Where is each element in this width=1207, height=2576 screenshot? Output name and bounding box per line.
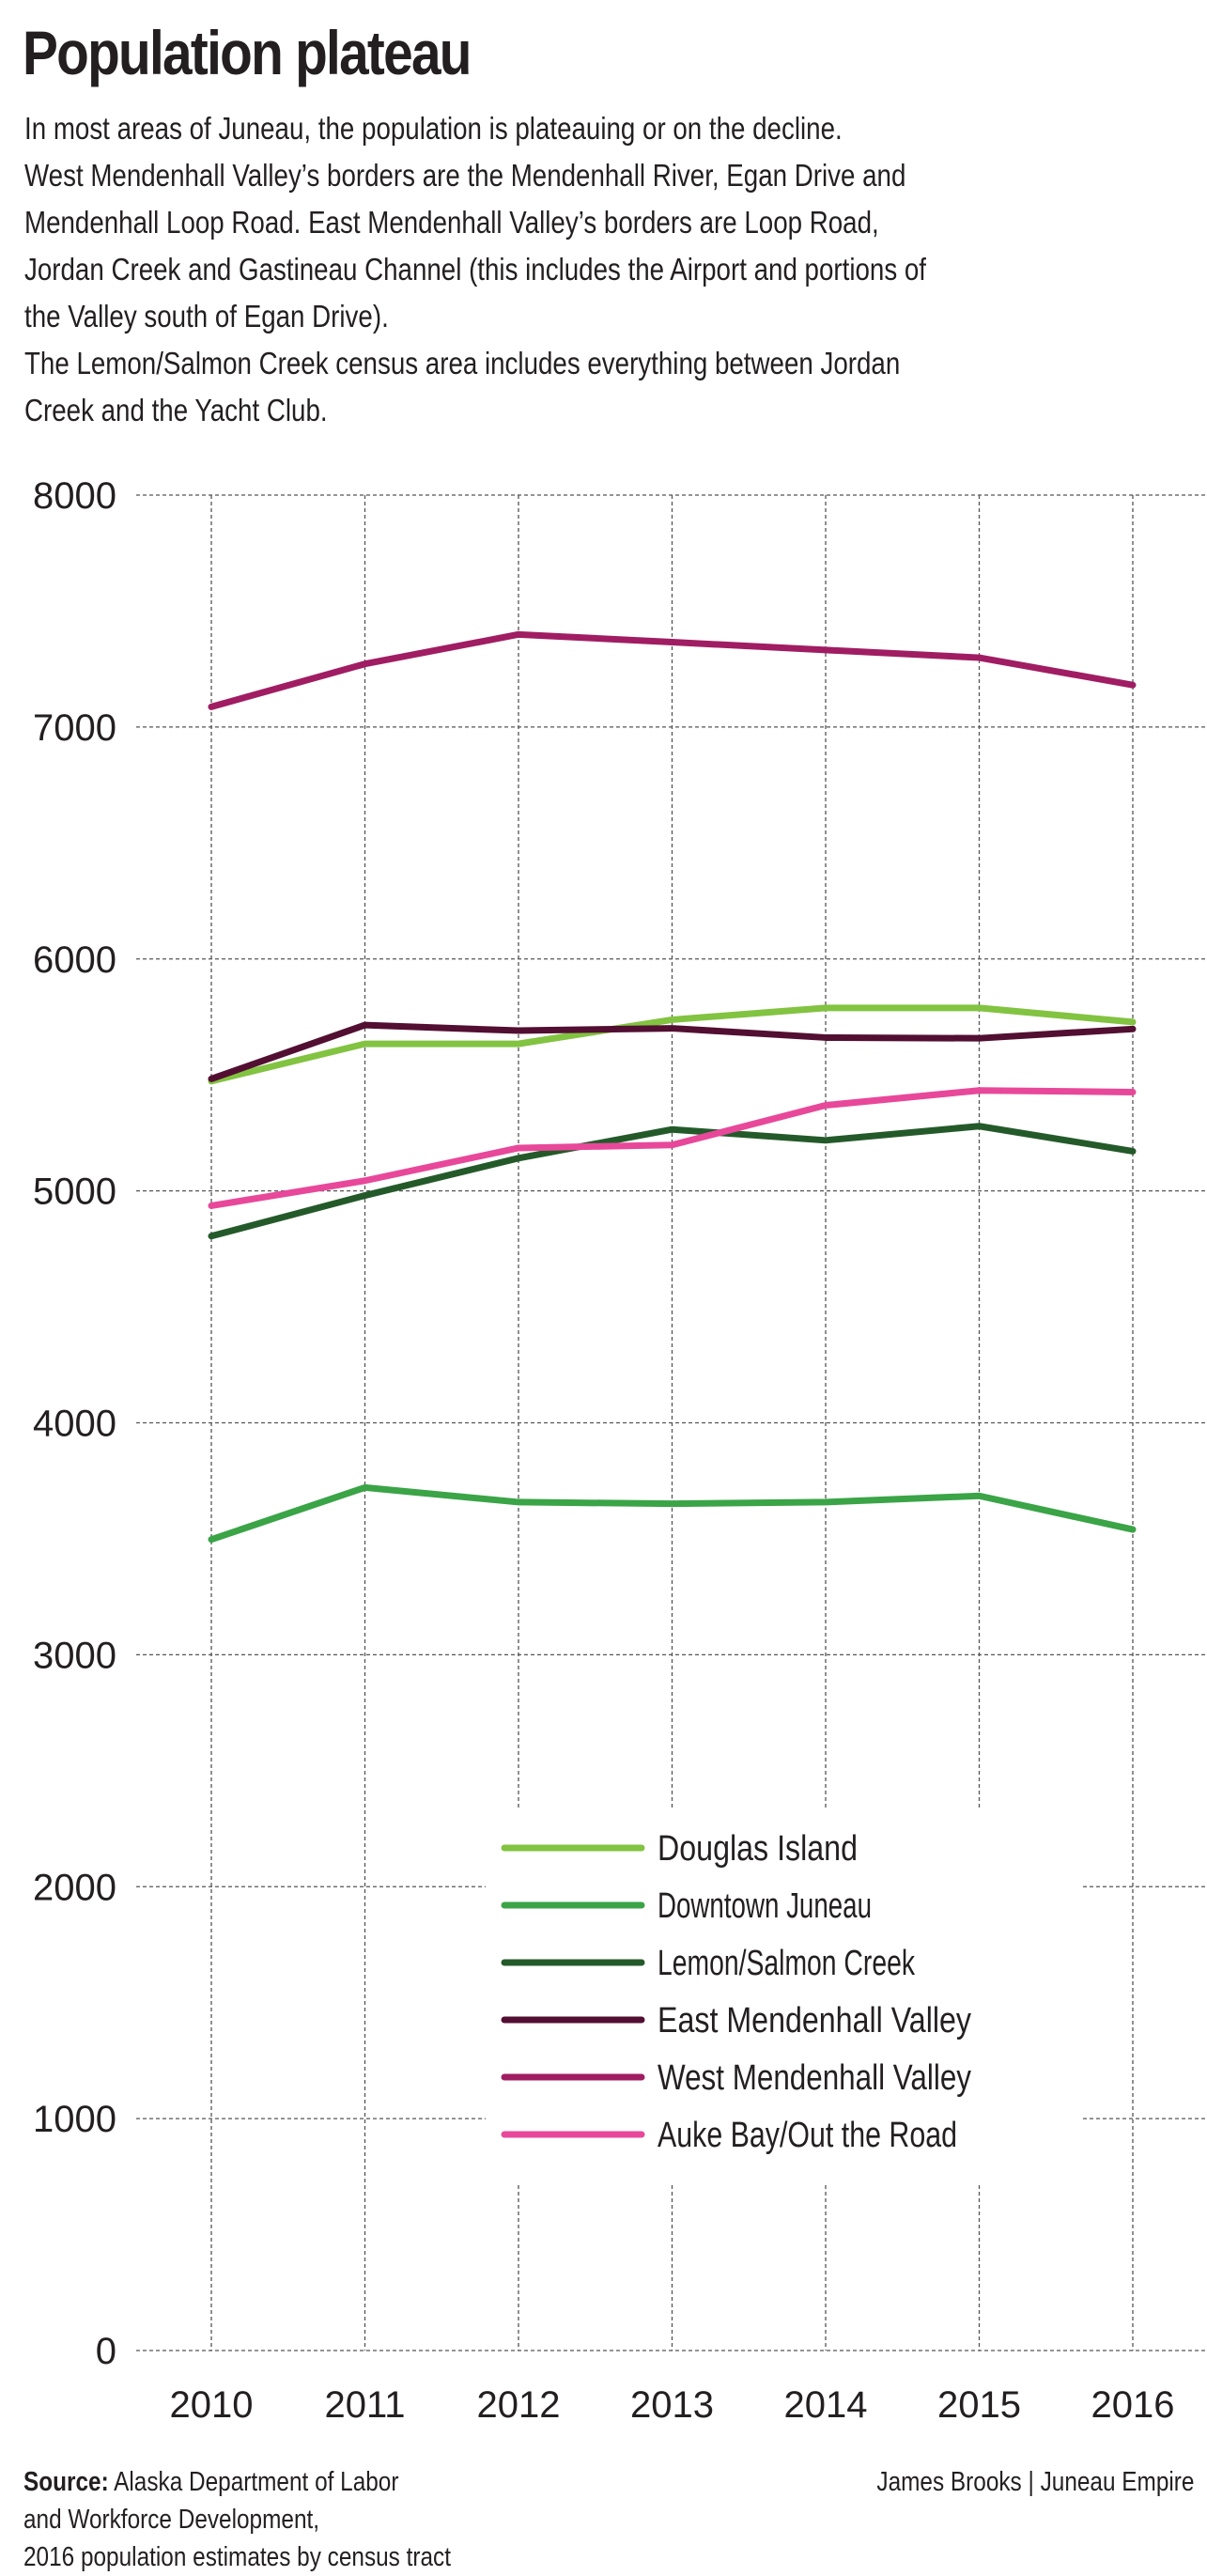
- legend-label: Auke Bay/Out the Road: [658, 2116, 957, 2155]
- series-line: [208, 630, 1137, 710]
- legend-label: Douglas Island: [658, 1829, 858, 1869]
- x-tick-label: 2015: [937, 2384, 1021, 2426]
- source-line: and Workforce Development,: [23, 2505, 320, 2535]
- x-tick-label: 2011: [324, 2384, 405, 2426]
- legend-label: West Mendenhall Valley: [658, 2058, 971, 2098]
- legend-box: [486, 1808, 1082, 2182]
- source-label: Source:: [23, 2467, 109, 2497]
- y-tick-label: 1000: [33, 2099, 116, 2140]
- y-tick-label: 7000: [33, 707, 116, 749]
- series-line: [208, 1123, 1137, 1240]
- legend-label: Downtown Juneau: [658, 1886, 872, 1926]
- x-tick-label: 2010: [170, 2384, 254, 2426]
- y-tick-label: 2000: [33, 1867, 116, 1908]
- y-tick-label: 4000: [33, 1404, 116, 1445]
- y-tick-label: 8000: [33, 475, 116, 517]
- y-tick-label: 6000: [33, 939, 116, 981]
- y-axis-ticks: 0 1000 2000 3000 4000 5000 6000 7000 8000: [33, 475, 116, 2372]
- credit: James Brooks | Juneau Empire: [875, 2467, 1194, 2497]
- intro-line: The Lemon/Salmon Creek census area inclu…: [24, 346, 901, 380]
- intro-line: the Valley south of Egan Drive).: [24, 299, 389, 334]
- series-line: [208, 1087, 1137, 1209]
- x-tick-label: 2012: [477, 2384, 561, 2426]
- y-tick-label: 3000: [33, 1635, 116, 1676]
- intro-line: Mendenhall Loop Road. East Mendenhall Va…: [24, 205, 879, 240]
- series-line: [208, 1004, 1137, 1085]
- series-line: [208, 1021, 1137, 1082]
- intro-line: In most areas of Juneau, the population …: [24, 111, 843, 146]
- intro-text: In most areas of Juneau, the population …: [24, 105, 926, 434]
- intro-line: West Mendenhall Valley’s borders are the…: [24, 158, 906, 193]
- series-line: [208, 1483, 1137, 1544]
- x-axis-ticks: 2010 2011 2012 2013 2014 2015 2016: [170, 2384, 1175, 2426]
- legend-label: Lemon/Salmon Creek: [658, 1944, 916, 1983]
- source-line: Alaska Department of Labor: [114, 2467, 399, 2497]
- legend-label: East Mendenhall Valley: [658, 2001, 971, 2041]
- y-tick-label: 0: [96, 2331, 116, 2372]
- source-line: 2016 population estimates by census trac…: [23, 2542, 451, 2572]
- x-tick-label: 2013: [630, 2384, 714, 2426]
- source-note: Source: Alaska Department of Labor and W…: [23, 2463, 451, 2576]
- y-tick-label: 5000: [33, 1172, 116, 1213]
- chart-title: Population plateau: [23, 18, 472, 87]
- series-lines: [208, 630, 1137, 1544]
- intro-line: Creek and the Yacht Club.: [24, 393, 328, 427]
- legend: Douglas Island Downtown Juneau Lemon/Salmo…: [486, 1808, 1082, 2182]
- intro-line: Jordan Creek and Gastineau Channel (this…: [24, 252, 927, 287]
- gridlines: [136, 494, 1207, 2351]
- x-tick-label: 2016: [1091, 2384, 1175, 2426]
- x-tick-label: 2014: [784, 2384, 868, 2426]
